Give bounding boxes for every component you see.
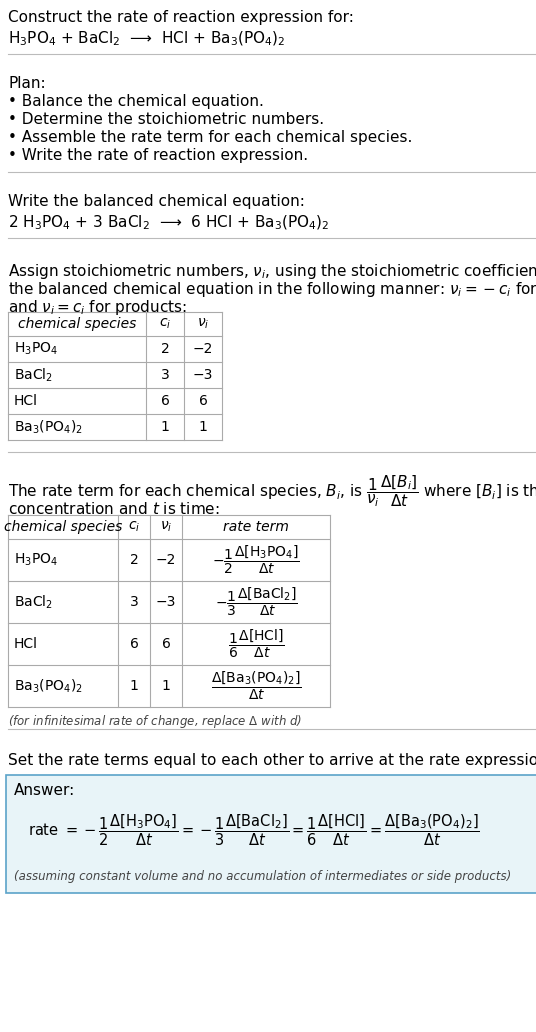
Text: 6: 6 [198,394,207,408]
Text: 1: 1 [161,679,170,694]
Text: chemical species: chemical species [18,317,136,331]
Text: Answer:: Answer: [14,783,75,798]
Text: $\mathregular{BaCl_2}$: $\mathregular{BaCl_2}$ [14,593,53,611]
Text: The rate term for each chemical species, $B_i$, is $\dfrac{1}{\nu_i}\dfrac{\Delt: The rate term for each chemical species,… [8,473,536,509]
Text: 6: 6 [130,637,138,651]
Text: 6: 6 [161,394,169,408]
Text: −2: −2 [193,342,213,356]
Text: 1: 1 [161,420,169,434]
Text: $\mathregular{Ba_3(PO_4)_2}$: $\mathregular{Ba_3(PO_4)_2}$ [14,418,83,436]
Text: HCl: HCl [14,394,38,408]
Text: $\mathregular{H_3PO_4}$: $\mathregular{H_3PO_4}$ [14,552,58,569]
Text: concentration and $t$ is time:: concentration and $t$ is time: [8,501,220,517]
Text: • Write the rate of reaction expression.: • Write the rate of reaction expression. [8,148,308,163]
Text: $\mathregular{H_3PO_4}$: $\mathregular{H_3PO_4}$ [14,341,58,357]
Text: • Balance the chemical equation.: • Balance the chemical equation. [8,94,264,109]
Text: $\mathregular{H_3PO_4}$ + $\mathregular{BaCl_2}$  ⟶  HCl + $\mathregular{Ba_3(PO: $\mathregular{H_3PO_4}$ + $\mathregular{… [8,30,286,49]
Text: • Determine the stoichiometric numbers.: • Determine the stoichiometric numbers. [8,112,324,127]
Text: • Assemble the rate term for each chemical species.: • Assemble the rate term for each chemic… [8,130,412,146]
Text: −3: −3 [156,595,176,609]
Text: $\mathregular{2\ H_3PO_4}$ + $\mathregular{3\ BaCl_2}$  ⟶  $\mathregular{6\ HCl}: $\mathregular{2\ H_3PO_4}$ + $\mathregul… [8,214,330,232]
Text: −2: −2 [156,553,176,567]
Text: chemical species: chemical species [4,520,122,534]
Text: (for infinitesimal rate of change, replace $\Delta$ with $d$): (for infinitesimal rate of change, repla… [8,713,302,730]
FancyBboxPatch shape [6,775,536,893]
Text: $\nu_i$: $\nu_i$ [160,520,172,535]
Text: $\mathregular{Ba_3(PO_4)_2}$: $\mathregular{Ba_3(PO_4)_2}$ [14,677,83,695]
Text: $\dfrac{\Delta[\mathrm{Ba_3(PO_4)_2}]}{\Delta t}$: $\dfrac{\Delta[\mathrm{Ba_3(PO_4)_2}]}{\… [211,670,301,702]
Text: 2: 2 [130,553,138,567]
Text: 3: 3 [161,368,169,382]
Text: 6: 6 [161,637,170,651]
Text: $c_i$: $c_i$ [128,520,140,535]
Text: rate $= -\dfrac{1}{2}\dfrac{\Delta[\mathrm{H_3PO_4}]}{\Delta t}= -\dfrac{1}{3}\d: rate $= -\dfrac{1}{2}\dfrac{\Delta[\math… [28,812,480,847]
Text: Write the balanced chemical equation:: Write the balanced chemical equation: [8,194,305,209]
Text: (assuming constant volume and no accumulation of intermediates or side products): (assuming constant volume and no accumul… [14,870,511,883]
Text: $c_i$: $c_i$ [159,317,171,331]
Text: $-\dfrac{1}{3}\dfrac{\Delta[\mathrm{BaCl_2}]}{\Delta t}$: $-\dfrac{1}{3}\dfrac{\Delta[\mathrm{BaCl… [214,586,297,618]
Text: 1: 1 [130,679,138,694]
Text: Set the rate terms equal to each other to arrive at the rate expression:: Set the rate terms equal to each other t… [8,753,536,768]
Text: 2: 2 [161,342,169,356]
Text: the balanced chemical equation in the following manner: $\mathit{\nu_i} = -\math: the balanced chemical equation in the fo… [8,280,536,299]
Text: $-\dfrac{1}{2}\dfrac{\Delta[\mathrm{H_3PO_4}]}{\Delta t}$: $-\dfrac{1}{2}\dfrac{\Delta[\mathrm{H_3P… [212,544,300,576]
Text: −3: −3 [193,368,213,382]
Text: Construct the rate of reaction expression for:: Construct the rate of reaction expressio… [8,10,354,25]
Text: HCl: HCl [14,637,38,651]
Text: and $\mathit{\nu_i} = \mathit{c_i}$ for products:: and $\mathit{\nu_i} = \mathit{c_i}$ for … [8,298,187,317]
Text: $\dfrac{1}{6}\dfrac{\Delta[\mathrm{HCl}]}{\Delta t}$: $\dfrac{1}{6}\dfrac{\Delta[\mathrm{HCl}]… [228,627,285,660]
Text: $\mathregular{BaCl_2}$: $\mathregular{BaCl_2}$ [14,366,53,384]
Text: $\nu_i$: $\nu_i$ [197,317,209,331]
Text: 3: 3 [130,595,138,609]
Text: Assign stoichiometric numbers, $\mathit{\nu_i}$, using the stoichiometric coeffi: Assign stoichiometric numbers, $\mathit{… [8,262,536,281]
Text: 1: 1 [198,420,207,434]
Text: rate term: rate term [223,520,289,534]
Text: Plan:: Plan: [8,76,46,91]
